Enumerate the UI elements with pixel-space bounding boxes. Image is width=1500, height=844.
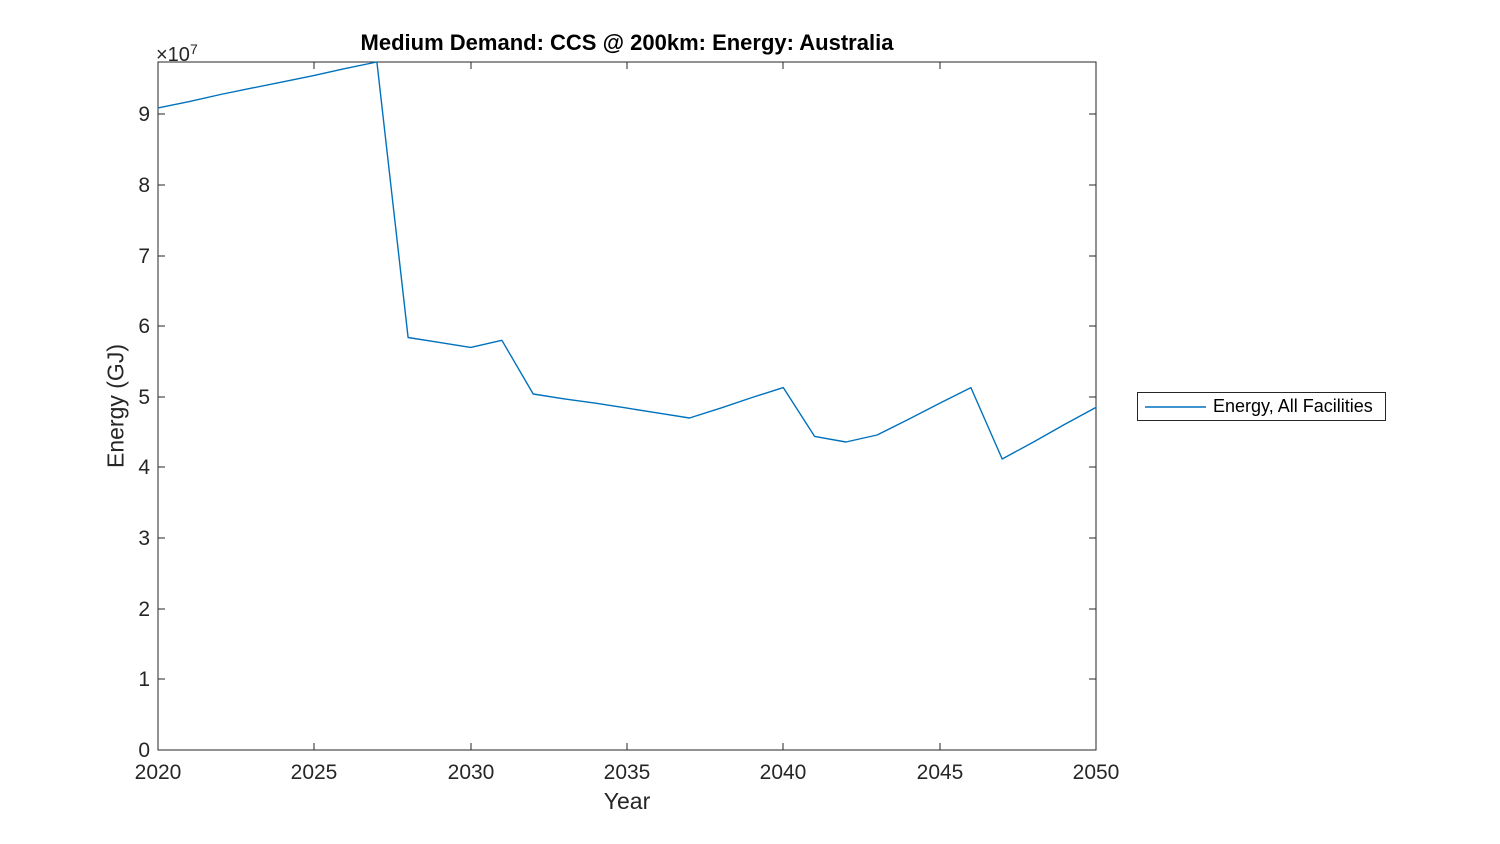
y-tick-label: 9	[138, 103, 150, 126]
y-tick-label: 4	[138, 456, 150, 479]
y-tick-label: 0	[138, 739, 150, 762]
axes-box	[157, 61, 1097, 751]
chart-title: Medium Demand: CCS @ 200km: Energy: Aust…	[360, 30, 894, 55]
legend-line-sample	[1145, 405, 1206, 408]
legend-entry-label: Energy, All Facilities	[1213, 396, 1373, 416]
y-axis-multiplier-exponent: 7	[189, 41, 198, 57]
y-axis-multiplier: ×107	[156, 41, 198, 66]
y-tick-label: 2	[138, 598, 150, 621]
legend: Energy, All Facilities	[1137, 392, 1386, 421]
y-tick-label: 5	[138, 386, 150, 409]
x-axis-label: Year	[603, 788, 651, 814]
y-tick-label: 1	[138, 668, 150, 691]
x-tick-label: 2040	[760, 761, 807, 784]
x-tick-label: 2045	[917, 761, 964, 784]
x-tick-label: 2025	[291, 761, 338, 784]
x-tick-label: 2020	[135, 761, 182, 784]
x-tick-label: 2050	[1073, 761, 1120, 784]
y-axis-label: Energy (GJ)	[102, 344, 129, 468]
x-tick-label: 2035	[604, 761, 651, 784]
y-axis-multiplier-base: ×10	[156, 44, 190, 66]
y-tick-label: 7	[138, 245, 150, 268]
y-tick-label: 3	[138, 527, 150, 550]
x-tick-label: 2030	[448, 761, 495, 784]
series-line	[157, 61, 1097, 460]
y-tick-label: 6	[138, 315, 150, 338]
y-tick-label: 8	[138, 174, 150, 197]
